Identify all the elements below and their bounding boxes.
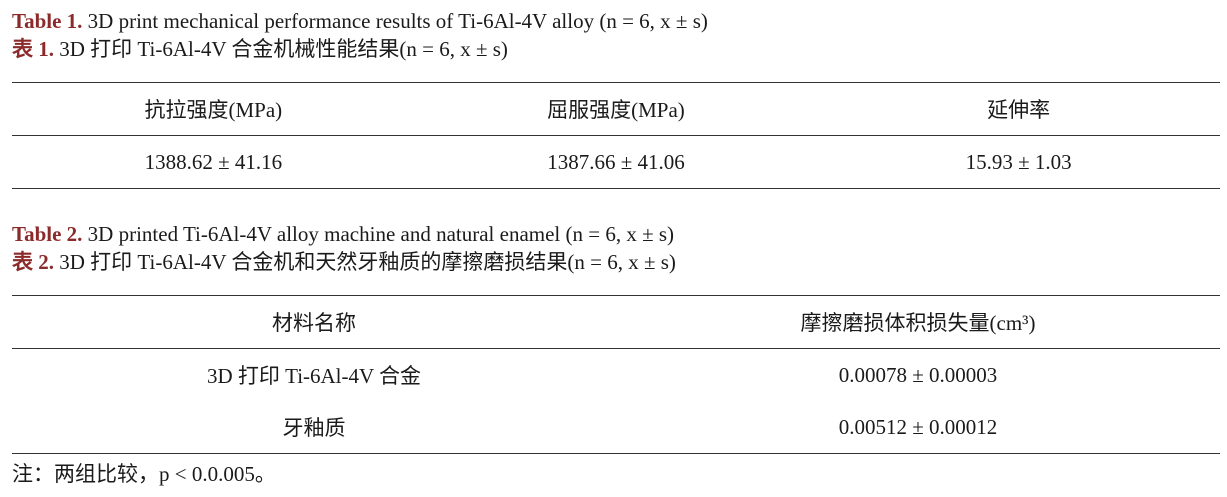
table2-caption-zh: 表 2. 3D 打印 Ti-6Al-4V 合金机和天然牙釉质的摩擦磨损结果(n … <box>12 249 676 275</box>
cell: 1388.62 ± 41.16 <box>144 149 283 174</box>
table-row: 1388.62 ± 41.16 1387.66 ± 41.06 15.93 ± … <box>12 136 1220 189</box>
table1-label-zh: 表 1. <box>12 37 54 61</box>
table2-label-zh: 表 2. <box>12 250 54 274</box>
table2-caption-en: Table 2. 3D printed Ti-6Al-4V alloy mach… <box>12 221 674 247</box>
table-row: 牙釉质 0.00512 ± 0.00012 <box>12 401 1220 454</box>
table-note: 注：两组比较，p < 0.0.005。 <box>12 462 276 486</box>
cell: 3D 打印 Ti-6Al-4V 合金 <box>206 364 422 388</box>
table1-caption-zh: 表 1. 3D 打印 Ti-6Al-4V 合金机械性能结果(n = 6, x ±… <box>12 36 508 62</box>
cell: 0.00512 ± 0.00012 <box>838 414 998 439</box>
caption-text: 3D 打印 Ti-6Al-4V 合金机和天然牙釉质的摩擦磨损结果(n = 6, … <box>54 250 676 274</box>
table1: 抗拉强度(MPa) 屈服强度(MPa) 延伸率 1388.62 ± 41.16 … <box>12 82 1220 189</box>
table1-label-en: Table 1. <box>12 9 83 33</box>
table-row: 3D 打印 Ti-6Al-4V 合金 0.00078 ± 0.00003 <box>12 349 1220 402</box>
cell: 15.93 ± 1.03 <box>965 149 1072 174</box>
table-header-row: 抗拉强度(MPa) 屈服强度(MPa) 延伸率 <box>12 82 1220 136</box>
cell: 1387.66 ± 41.06 <box>547 149 685 174</box>
table-header-row: 材料名称 摩擦磨损体积损失量(cm³) <box>12 295 1220 349</box>
caption-text: 3D 打印 Ti-6Al-4V 合金机械性能结果(n = 6, x ± s) <box>54 37 508 61</box>
cell: 牙釉质 <box>282 416 346 440</box>
header-cell: 屈服强度(MPa) <box>414 82 818 136</box>
header-cell: 摩擦磨损体积损失量(cm³) <box>616 295 1220 349</box>
header-cell: 材料名称 <box>12 295 616 349</box>
header-cell: 抗拉强度(MPa) <box>12 82 415 136</box>
caption-text: 3D printed Ti-6Al-4V alloy machine and n… <box>82 222 675 246</box>
table1-caption-en: Table 1. 3D print mechanical performance… <box>12 8 708 34</box>
cell: 0.00078 ± 0.00003 <box>838 362 998 387</box>
caption-text: 3D print mechanical performance results … <box>82 9 708 33</box>
table2: 材料名称 摩擦磨损体积损失量(cm³) 3D 打印 Ti-6Al-4V 合金 0… <box>12 295 1220 454</box>
table2-label-en: Table 2. <box>12 222 83 246</box>
header-cell: 延伸率 <box>817 82 1220 136</box>
